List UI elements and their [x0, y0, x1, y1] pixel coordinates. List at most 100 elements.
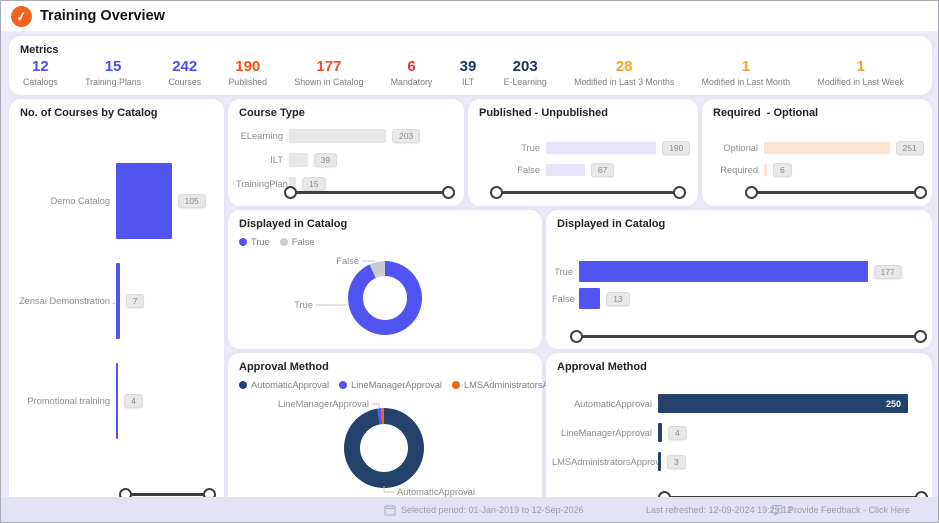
feedback-link[interactable]: Provide Feedback - Click Here: [771, 497, 910, 522]
published-unpublished-panel: Published - Unpublished True 190 False 67: [468, 99, 698, 206]
displayed-donut-legend: True False: [228, 230, 542, 247]
bar-false[interactable]: [546, 164, 585, 176]
required-chart: Optional 251 Required 6: [708, 141, 926, 185]
metric-value: 1: [856, 58, 865, 75]
slider-track: [576, 335, 921, 338]
app-header: ✓ Training Overview: [1, 1, 938, 32]
bar-promotional-training[interactable]: [116, 363, 119, 439]
bar-required[interactable]: [764, 164, 767, 176]
last-refreshed: Last refreshed: 12-09-2024 19:29:12: [646, 497, 792, 522]
donut-slice-lmsadministratorsapproval[interactable]: [381, 408, 384, 425]
feedback-text: Provide Feedback - Click Here: [788, 504, 911, 515]
displayed-zoom-slider[interactable]: [570, 330, 927, 343]
course-type-zoom-slider[interactable]: [284, 186, 455, 199]
panel-title: Course Type: [239, 107, 305, 119]
bar-row-trainingplan: TrainingPlan 15: [236, 177, 458, 191]
slider-track: [496, 191, 680, 194]
legend-item-false[interactable]: False: [279, 237, 315, 247]
category-label: Optional: [723, 143, 758, 153]
page-title: Training Overview: [40, 8, 165, 24]
required-zoom-slider[interactable]: [745, 186, 927, 199]
bar-lmsadministratorsapproval[interactable]: [658, 452, 661, 471]
course-type-chart: ELearning 203 ILT 39 TrainingPlan 15: [236, 129, 458, 201]
published-zoom-slider[interactable]: [490, 186, 686, 199]
metric-label: Mandatory: [390, 77, 433, 87]
metric-card-e-learning: 203 E-Learning: [504, 58, 547, 87]
slider-handle-right[interactable]: [673, 186, 686, 199]
bar-false[interactable]: [579, 288, 601, 309]
metric-card-modified-in-last-week: 1 Modified in Last Week: [818, 58, 904, 87]
required-optional-panel: Required - Optional Optional 251 Required 6: [702, 99, 932, 206]
callout-label-false: False: [336, 256, 359, 266]
metric-card-training-plans: 15 Training Plans: [85, 58, 141, 87]
legend-item-true[interactable]: True: [239, 237, 270, 247]
category-label: False: [517, 165, 540, 175]
bar-linemanagerapproval[interactable]: [658, 423, 662, 442]
bar-row-ilt: ILT 39: [236, 153, 458, 167]
metrics-title: Metrics: [20, 44, 59, 56]
approval-donut-legend: AutomaticApproval LineManagerApproval LMSA…: [228, 373, 579, 390]
metric-card-modified-in-last-3-months: 28 Modified in Last 3 Months: [574, 58, 674, 87]
selected-period-text: Selected period: 01-Jan-2019 to 12-Sep-2…: [401, 504, 584, 515]
metric-card-catalogs: 12 Catalogs: [23, 58, 58, 87]
bar-row-optional: Optional 251: [708, 141, 926, 155]
bar-value-badge: 105: [177, 194, 206, 208]
metric-label: ILT: [461, 77, 475, 87]
bar-trainingplan[interactable]: [289, 177, 297, 191]
bar-ilt[interactable]: [289, 153, 308, 167]
panel-title: Required - Optional: [713, 107, 819, 119]
bar-row-zensai-demonstration: Zensai Demonstration ... 7: [19, 263, 218, 339]
legend-dot: [452, 381, 460, 389]
donut-slice-linemanagerapproval[interactable]: [377, 408, 383, 425]
bar-elearning[interactable]: [289, 129, 387, 143]
feedback-bubble-icon: [771, 504, 783, 516]
bar-demo-catalog[interactable]: [116, 163, 172, 239]
bar-value-badge: 67: [590, 163, 615, 177]
donut-slice-true[interactable]: [348, 261, 422, 335]
bar-value-badge: 251: [895, 141, 924, 155]
slider-handle-left[interactable]: [745, 186, 758, 199]
displayed-in-catalog-bars-panel: Displayed in Catalog True 177 False 13: [546, 210, 932, 349]
donut-slice-false[interactable]: [369, 261, 385, 279]
approval-donut-chart: LineManagerApproval AutomaticApproval: [278, 399, 475, 497]
legend-dot: [339, 381, 348, 389]
legend-item-linemanagerapproval[interactable]: LineManagerApproval: [339, 380, 442, 390]
slider-handle-right[interactable]: [442, 186, 455, 199]
panel-title: Displayed in Catalog: [557, 218, 666, 230]
metric-label: Shown in Catalog: [294, 77, 364, 87]
bar-row-elearning: ELearning 203: [236, 129, 458, 143]
published-chart: True 190 False 67: [474, 141, 692, 185]
slider-handle-left[interactable]: [284, 186, 297, 199]
legend-item-lmsadministratorsapproval[interactable]: LMSAdministratorsApproval: [452, 380, 579, 390]
bar-optional[interactable]: [764, 142, 890, 154]
donut-slice-automaticapproval[interactable]: [344, 408, 424, 488]
metrics-panel: Metrics 12 Catalogs 15 Training Plans 242 Cou…: [9, 36, 932, 95]
callout-line: [383, 486, 394, 493]
legend-label: AutomaticApproval: [251, 380, 330, 390]
category-label: TrainingPlan: [236, 179, 288, 189]
bar-true[interactable]: [546, 142, 657, 154]
bar-row-linemanagerapproval: LineManagerApproval 4: [552, 423, 926, 442]
metric-value: 39: [459, 58, 477, 75]
category-label: Required: [720, 165, 758, 175]
displayed-bars-chart: True 177 False 13: [552, 261, 926, 315]
slider-handle-right[interactable]: [914, 330, 927, 343]
category-label: True: [521, 143, 540, 153]
courses-by-catalog-chart: Demo Catalog 105 Zensai Demonstration ... 7…: [19, 163, 218, 463]
bar-true[interactable]: [579, 261, 868, 282]
displayed-in-catalog-donut-panel: Displayed in Catalog True False False True: [228, 210, 542, 349]
bar-zensai-demonstration[interactable]: [116, 263, 120, 339]
legend-item-automaticapproval[interactable]: AutomaticApproval: [239, 380, 329, 390]
slider-handle-left[interactable]: [490, 186, 503, 199]
metric-card-published: 190 Published: [228, 58, 267, 87]
metric-label: Modified in Last Month: [701, 77, 791, 87]
metric-value: 12: [32, 58, 49, 75]
bar-automaticapproval[interactable]: 250: [658, 394, 908, 413]
callout-label-true: True: [294, 300, 313, 310]
course-type-panel: Course Type ELearning 203 ILT 39 TrainingPla…: [228, 99, 464, 206]
panel-title: Displayed in Catalog: [239, 218, 348, 230]
slider-handle-right[interactable]: [914, 186, 927, 199]
slider-handle-left[interactable]: [570, 330, 583, 343]
callout-label-linemanagerapproval: LineManagerApproval: [278, 399, 369, 409]
slider-track: [751, 191, 921, 194]
